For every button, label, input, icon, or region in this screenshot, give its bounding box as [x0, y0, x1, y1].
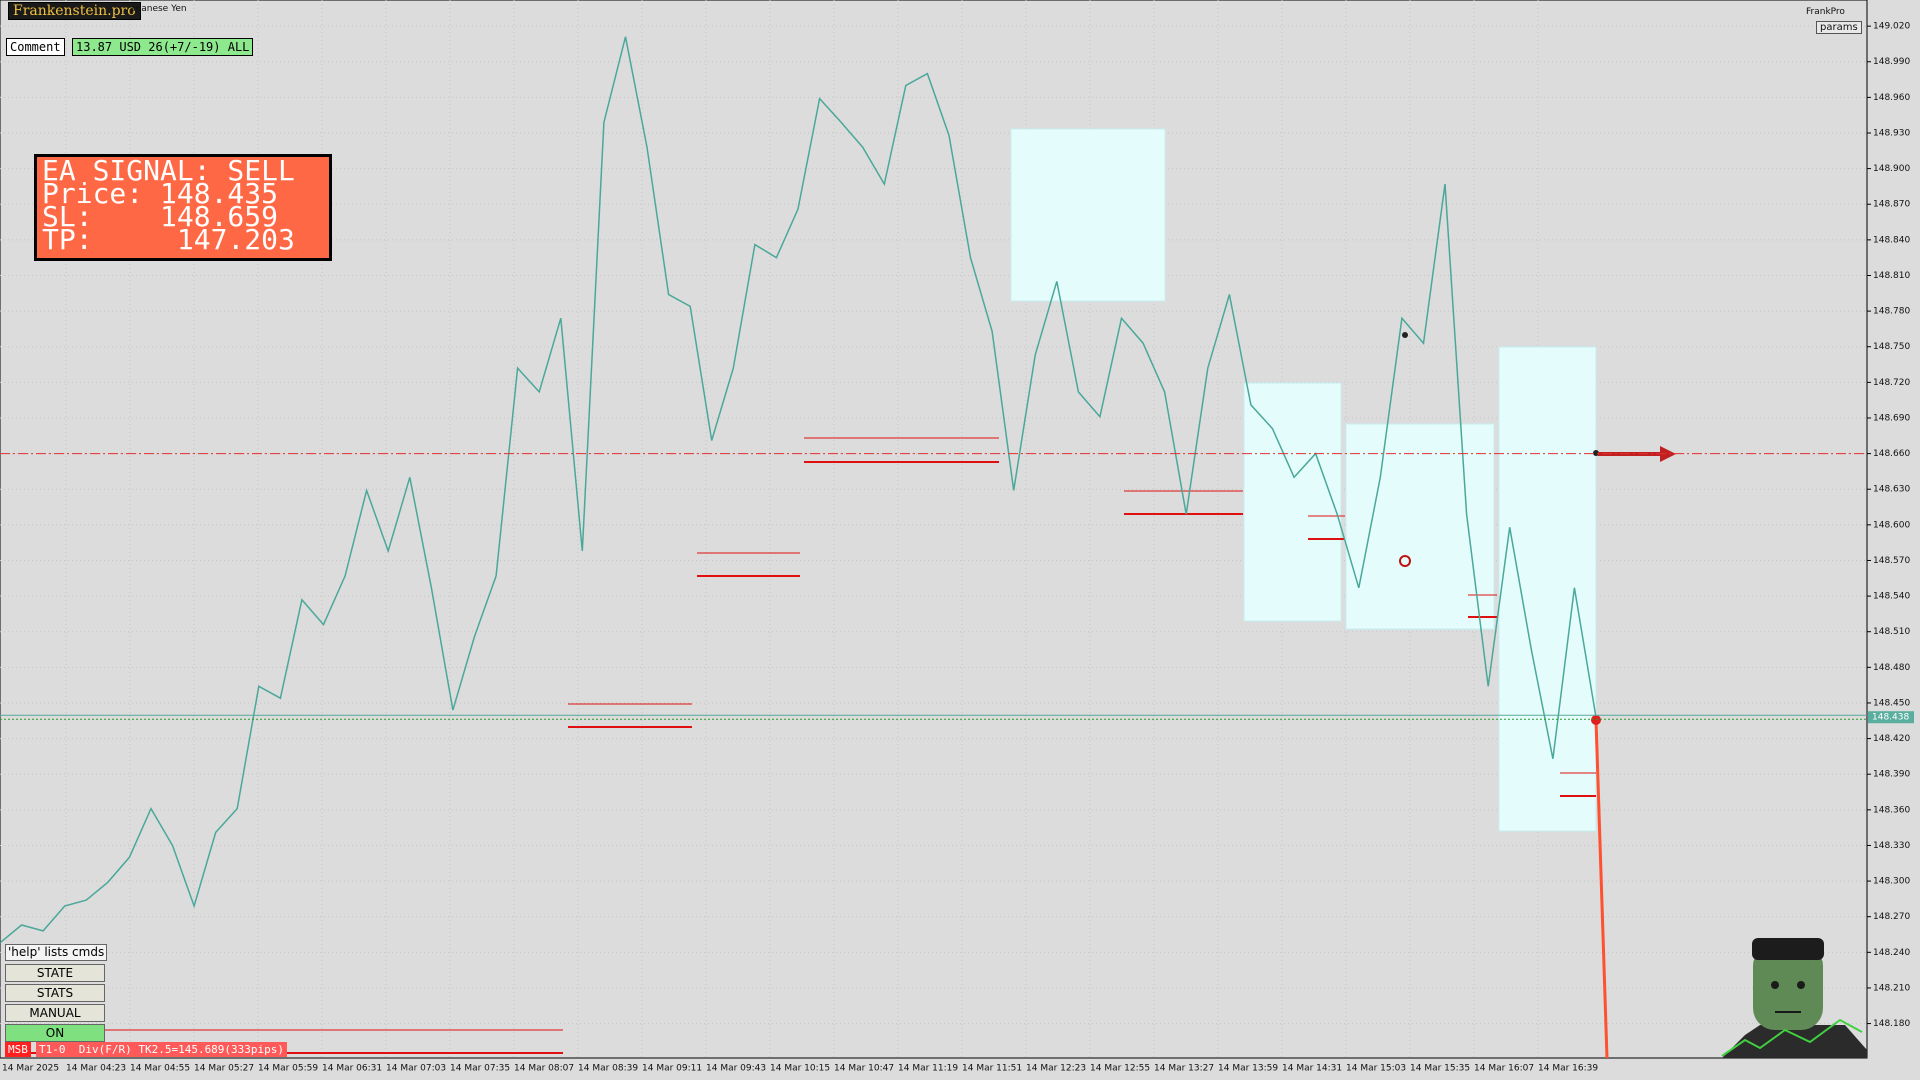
- zone: [1010, 128, 1166, 302]
- arrow-head: [1660, 446, 1676, 462]
- y-tick-label: 148.210: [1873, 983, 1910, 993]
- marker: [1593, 450, 1599, 456]
- avatar: [1721, 938, 1867, 1058]
- projection-line: [1594, 719, 1609, 1059]
- x-tick-label: 14 Mar 16:39: [1538, 1064, 1598, 1074]
- x-tick-label: 14 Mar 16:07: [1474, 1064, 1534, 1074]
- params-button[interactable]: params: [1816, 21, 1862, 34]
- skull-marker: [1402, 332, 1408, 338]
- account: FrankPro: [1806, 7, 1845, 17]
- x-tick-label: 14 Mar 10:47: [834, 1064, 894, 1074]
- y-tick-label: 148.180: [1873, 1019, 1910, 1029]
- symbol: apanese Yen: [130, 4, 187, 14]
- avatar-face: [1753, 944, 1823, 1030]
- status-tag: MSB: [5, 1042, 31, 1057]
- x-tick-label: 14 Mar 08:07: [514, 1064, 574, 1074]
- y-tick-label: 148.330: [1873, 841, 1910, 851]
- x-tick-label: 14 Mar 2025: [2, 1064, 59, 1074]
- x-tick-label: 14 Mar 11:19: [898, 1064, 958, 1074]
- y-tick-label: 148.900: [1873, 164, 1910, 174]
- zone: [1243, 382, 1342, 622]
- x-tick-label: 14 Mar 09:11: [642, 1064, 702, 1074]
- comment-text: 13.87 USD 26(+7/-19) ALL: [72, 38, 254, 56]
- status-text: T1-0 Div(F/R) TK2.5=145.689(333pips): [36, 1042, 288, 1057]
- x-tick-label: 14 Mar 13:59: [1218, 1064, 1278, 1074]
- x-tick-label: 14 Mar 15:03: [1346, 1064, 1406, 1074]
- series: [0, 36, 1597, 944]
- zone: [1498, 346, 1597, 832]
- x-tick-label: 14 Mar 05:27: [194, 1064, 254, 1074]
- x-tick-label: 14 Mar 10:15: [770, 1064, 830, 1074]
- y-tick-label: 148.930: [1873, 128, 1910, 138]
- x-tick-label: 14 Mar 13:27: [1154, 1064, 1214, 1074]
- x-tick-label: 14 Mar 08:39: [578, 1064, 638, 1074]
- y-tick-label: 148.600: [1873, 520, 1910, 530]
- x-tick-label: 14 Mar 05:59: [258, 1064, 318, 1074]
- avatar-eye: [1797, 981, 1805, 989]
- zone: [1345, 423, 1495, 630]
- x-tick-label: 14 Mar 15:35: [1410, 1064, 1470, 1074]
- signal-price: Price: 148.435: [42, 177, 279, 210]
- x-tick-label: 14 Mar 04:23: [66, 1064, 126, 1074]
- avatar-eye: [1771, 981, 1779, 989]
- marker: [1399, 555, 1411, 567]
- avatar-graph: [1721, 1018, 1863, 1057]
- y-tick-label: 148.360: [1873, 805, 1910, 815]
- y-tick-label: 148.750: [1873, 342, 1910, 352]
- x-tick-label: 14 Mar 12:55: [1090, 1064, 1150, 1074]
- y-tick-label: 148.540: [1873, 592, 1910, 602]
- x-tick-label: 14 Mar 11:51: [962, 1064, 1022, 1074]
- y-tick-label: 148.720: [1873, 378, 1910, 388]
- signal-box: EA SIGNAL: SELL Price: 148.435 SL: 148.659…: [34, 154, 332, 261]
- y-tick-label: 149.020: [1873, 22, 1910, 32]
- x-tick-label: 14 Mar 07:35: [450, 1064, 510, 1074]
- y-tick-label: 148.300: [1873, 877, 1910, 887]
- y-tick-label: 148.660: [1873, 449, 1910, 459]
- price-label-box: [1868, 711, 1914, 724]
- stats-button[interactable]: STATS: [5, 984, 105, 1002]
- y-tick-label: 148.570: [1873, 556, 1910, 566]
- y-tick-label: 148.420: [1873, 734, 1910, 744]
- y-tick-label: 148.390: [1873, 770, 1910, 780]
- signal-sl: SL: 148.659: [42, 200, 279, 233]
- comment-label: Comment: [6, 38, 65, 56]
- y-tick-label: 148.690: [1873, 413, 1910, 423]
- entry-marker: [1591, 715, 1601, 725]
- y-tick-label: 148.960: [1873, 93, 1910, 103]
- x-tick-label: 14 Mar 12:23: [1026, 1064, 1086, 1074]
- signal-line: EA SIGNAL: SELL: [42, 154, 295, 187]
- y-tick-label: 148.510: [1873, 627, 1910, 637]
- help-hint: 'help' lists cmds: [5, 944, 108, 961]
- x-tick-label: 14 Mar 09:43: [706, 1064, 766, 1074]
- y-tick-label: 148.630: [1873, 485, 1910, 495]
- y-tick-label: 148.990: [1873, 57, 1910, 67]
- y-tick-label: 148.810: [1873, 271, 1910, 281]
- x-tick-label: 14 Mar 04:55: [130, 1064, 190, 1074]
- x-tick-label: 14 Mar 06:31: [322, 1064, 382, 1074]
- x-tick-label: 14 Mar 07:03: [386, 1064, 446, 1074]
- price-line: [0, 36, 1597, 944]
- brand: Frankenstein.pro: [8, 2, 141, 20]
- y-tick-label: 148.480: [1873, 663, 1910, 673]
- signal-tp: TP: 147.203: [42, 223, 295, 256]
- y-tick-label: 148.240: [1873, 948, 1910, 958]
- avatar-hair: [1752, 938, 1824, 960]
- avatar-body: [1722, 1025, 1867, 1058]
- price-label: 148.438: [1872, 713, 1909, 723]
- y-tick-label: 148.270: [1873, 912, 1910, 922]
- y-tick-label: 148.780: [1873, 307, 1910, 317]
- state-button[interactable]: STATE: [5, 964, 105, 982]
- x-tick-label: 14 Mar 14:31: [1282, 1064, 1342, 1074]
- y-tick-label: 148.450: [1873, 698, 1910, 708]
- on-button[interactable]: ON: [5, 1024, 105, 1042]
- y-tick-label: 148.840: [1873, 235, 1910, 245]
- y-tick-label: 148.870: [1873, 200, 1910, 210]
- manual-button[interactable]: MANUAL: [5, 1004, 105, 1022]
